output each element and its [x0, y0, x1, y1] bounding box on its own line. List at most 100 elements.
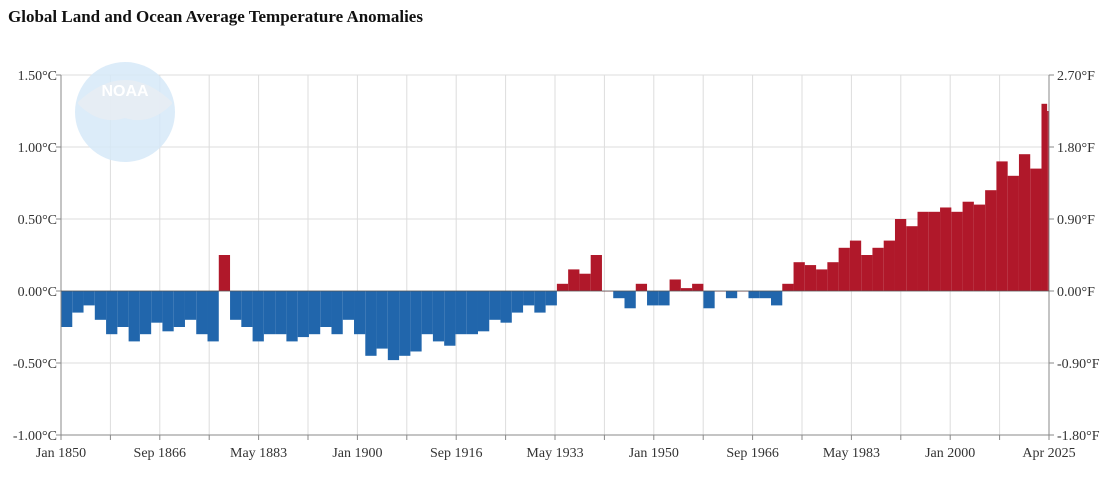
- bar: [241, 291, 253, 327]
- bar: [725, 291, 738, 299]
- noaa-logo-text: NOAA: [101, 83, 149, 100]
- bar: [962, 201, 974, 291]
- bar: [793, 262, 805, 291]
- bar: [917, 211, 929, 291]
- x-tick-label: May 1933: [526, 446, 583, 461]
- bar: [680, 288, 693, 291]
- bar: [83, 291, 95, 306]
- y-tick-label-left: -1.00°C: [13, 429, 57, 444]
- bar: [297, 291, 309, 338]
- bar: [624, 291, 636, 309]
- bar: [342, 291, 355, 320]
- bar: [590, 255, 602, 291]
- bar: [331, 291, 343, 335]
- bar: [455, 291, 467, 335]
- bar: [387, 291, 400, 361]
- bar: [996, 161, 1008, 291]
- y-tick-label-left: 1.00°C: [18, 141, 57, 156]
- bar: [444, 291, 456, 346]
- bar: [579, 273, 591, 291]
- x-tick-label: Jan 2000: [925, 446, 975, 461]
- bar: [647, 291, 659, 306]
- bar: [861, 255, 873, 291]
- y-tick-label-right: -0.90°F: [1057, 357, 1100, 372]
- bar: [500, 291, 512, 323]
- bar: [568, 269, 580, 291]
- bar: [703, 291, 715, 309]
- y-tick-label-right: 0.90°F: [1057, 213, 1095, 228]
- bar: [230, 291, 242, 320]
- bars: [61, 103, 1049, 361]
- bar: [658, 291, 670, 306]
- bar: [1041, 103, 1048, 291]
- bar: [139, 291, 152, 335]
- bar: [782, 283, 794, 291]
- bar: [928, 211, 941, 291]
- bar: [556, 283, 569, 291]
- bar: [354, 291, 366, 335]
- y-tick-label-right: -1.80°F: [1057, 429, 1100, 444]
- bar: [894, 219, 907, 291]
- bar: [489, 291, 501, 320]
- bar: [162, 291, 174, 332]
- bar: [410, 291, 422, 352]
- bar: [421, 291, 433, 335]
- x-tick-label: Jan 1850: [36, 446, 86, 461]
- x-tick-label: May 1883: [230, 446, 287, 461]
- y-tick-label-right: 0.00°F: [1057, 285, 1095, 300]
- bar: [1007, 175, 1019, 291]
- bar: [275, 291, 287, 335]
- bar: [173, 291, 185, 327]
- bar: [748, 291, 760, 299]
- bar: [635, 283, 648, 291]
- bar: [1018, 154, 1031, 291]
- bar: [985, 190, 997, 291]
- bar: [61, 291, 73, 327]
- bar: [466, 291, 478, 335]
- x-tick-label: Jan 1950: [629, 446, 679, 461]
- bar: [1047, 111, 1049, 291]
- bar: [804, 265, 817, 291]
- bar: [151, 291, 163, 323]
- bar: [94, 291, 107, 320]
- bar: [534, 291, 546, 313]
- x-tick-label: Sep 1866: [134, 446, 187, 461]
- bar: [511, 291, 524, 313]
- bar: [872, 247, 884, 291]
- y-tick-label-left: -0.50°C: [13, 357, 57, 372]
- bar: [207, 291, 219, 342]
- axes: 1.50°C 2.70°F 1.00°C 1.80°F 0.50°C 0.90°F 0.00…: [13, 69, 1100, 461]
- bar: [432, 291, 445, 342]
- noaa-logo: NOAA: [75, 62, 175, 162]
- bar: [72, 291, 84, 313]
- bar: [523, 291, 535, 306]
- bar: [849, 240, 862, 291]
- x-tick-label: Apr 2025: [1022, 446, 1075, 461]
- bar: [477, 291, 490, 332]
- bar: [669, 279, 681, 291]
- x-tick-label: May 1983: [823, 446, 880, 461]
- bar: [184, 291, 197, 320]
- bar: [106, 291, 118, 335]
- bar: [308, 291, 321, 335]
- bar: [196, 291, 208, 335]
- bar: [973, 204, 986, 291]
- y-tick-label-right: 2.70°F: [1057, 69, 1095, 84]
- y-tick-label-left: 0.50°C: [18, 213, 57, 228]
- bar: [365, 291, 377, 356]
- bar: [692, 283, 704, 291]
- bar: [759, 291, 772, 299]
- bar: [838, 247, 850, 291]
- bar: [117, 291, 129, 327]
- bar: [906, 226, 918, 291]
- bar: [320, 291, 332, 327]
- bar: [771, 291, 783, 306]
- x-tick-label: Jan 1900: [332, 446, 382, 461]
- chart-title: Global Land and Ocean Average Temperatur…: [8, 7, 423, 26]
- bar: [545, 291, 557, 306]
- bar: [951, 211, 963, 291]
- noaa-logo-bird: [78, 80, 172, 121]
- bar: [827, 262, 839, 291]
- y-tick-label-left: 1.50°C: [18, 69, 57, 84]
